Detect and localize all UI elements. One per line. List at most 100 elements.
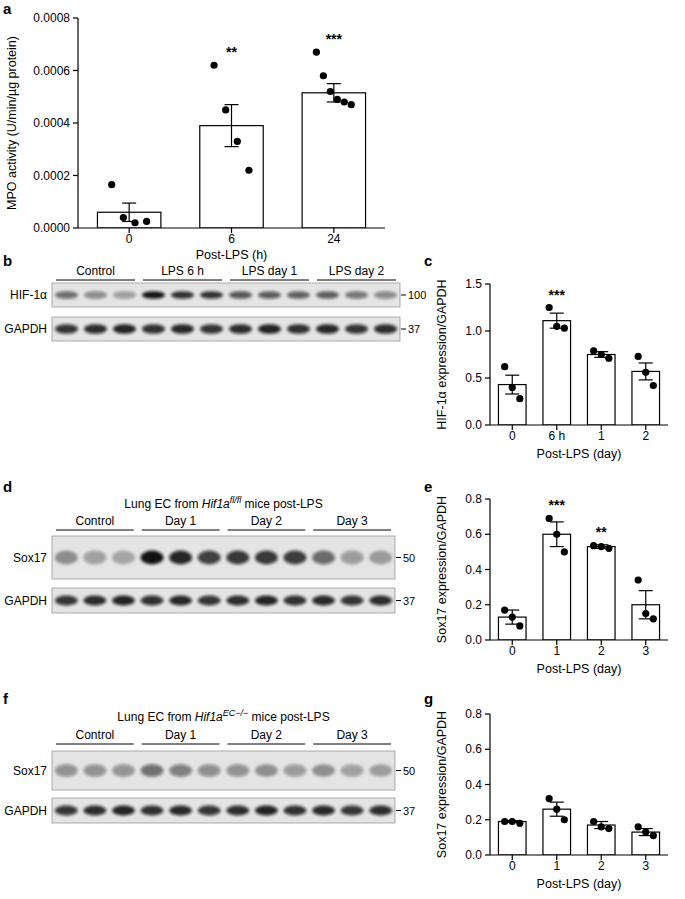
blot-band bbox=[198, 596, 221, 606]
y-tick-label: 1.0 bbox=[465, 324, 482, 338]
blot-band bbox=[284, 806, 307, 816]
error-bar bbox=[505, 610, 519, 624]
lane-group-label: Control bbox=[76, 728, 115, 742]
plot-area bbox=[498, 515, 659, 640]
data-point bbox=[222, 106, 229, 113]
blot-band bbox=[141, 551, 164, 565]
blot-band bbox=[369, 806, 392, 816]
data-point bbox=[635, 576, 642, 583]
bar bbox=[543, 321, 571, 425]
error-bar bbox=[639, 829, 653, 836]
blot-band bbox=[255, 596, 278, 606]
blot-band bbox=[287, 291, 310, 299]
x-tick-label: 3 bbox=[642, 644, 649, 658]
data-point bbox=[561, 816, 568, 823]
x-tick-label: 6 bbox=[228, 232, 235, 246]
significance: ** bbox=[596, 524, 607, 540]
blot-band bbox=[229, 324, 252, 334]
error-bar bbox=[550, 313, 564, 328]
blot-band bbox=[198, 551, 221, 565]
blot-band bbox=[141, 764, 164, 776]
data-point bbox=[561, 548, 568, 555]
y-tick bbox=[485, 639, 490, 640]
y-tick bbox=[73, 122, 78, 123]
data-point bbox=[509, 818, 516, 825]
x-tick-label: 2 bbox=[642, 429, 649, 443]
error-bar bbox=[594, 545, 608, 549]
x-tick-label: 1 bbox=[553, 644, 560, 658]
y-tick bbox=[485, 330, 490, 331]
marker-dash bbox=[396, 770, 401, 771]
y-tick bbox=[73, 175, 78, 176]
x-axis-label: Post-LPS (day) bbox=[537, 662, 622, 676]
lane-group-line bbox=[142, 530, 220, 531]
y-tick bbox=[485, 569, 490, 570]
blot-membrane bbox=[52, 751, 395, 790]
marker-dash bbox=[401, 295, 406, 296]
bar bbox=[543, 534, 571, 640]
y-tick-label: 0.2 bbox=[465, 598, 482, 612]
blot-title-part: mice post-LPS bbox=[241, 497, 322, 511]
data-point bbox=[234, 138, 241, 145]
lane-group-line bbox=[143, 280, 222, 281]
error-bar bbox=[505, 375, 519, 394]
data-point bbox=[546, 304, 553, 311]
error-bar bbox=[550, 522, 564, 547]
mw-marker: 37 bbox=[403, 805, 415, 817]
blot-band bbox=[341, 764, 364, 776]
blot-membrane bbox=[52, 317, 400, 341]
lane-group-label: Control bbox=[76, 514, 115, 528]
blot-band bbox=[198, 764, 221, 776]
blot-membrane bbox=[52, 283, 400, 307]
lane-group-label: Control bbox=[76, 264, 115, 278]
y-tick-label: 0.8 bbox=[465, 492, 482, 506]
blot-row-label: GAPDH bbox=[4, 322, 47, 336]
x-axis-label: Post-LPS (day) bbox=[537, 447, 622, 461]
blot-band bbox=[255, 806, 278, 816]
blot-band bbox=[112, 551, 135, 565]
blot-row-label: GAPDH bbox=[4, 804, 47, 818]
blot-band bbox=[345, 324, 368, 334]
blot-band bbox=[55, 596, 78, 606]
panel-label: e bbox=[424, 478, 432, 495]
data-point bbox=[120, 214, 127, 221]
chart: 0.00000.00020.00040.00060.00080624Post-L… bbox=[5, 11, 385, 262]
blot-band bbox=[200, 324, 223, 334]
x-tick-label: 6 h bbox=[548, 429, 565, 443]
blot-band bbox=[316, 291, 339, 299]
data-point bbox=[501, 818, 508, 825]
lane-group-line bbox=[313, 530, 391, 531]
x-tick-label: 0 bbox=[509, 859, 516, 873]
bar bbox=[587, 547, 615, 640]
blot-title-part: Lung EC from bbox=[124, 497, 201, 511]
blot-band bbox=[55, 324, 78, 334]
mw-marker: 100 bbox=[408, 289, 426, 301]
y-tick-label: 0.0002 bbox=[33, 169, 70, 183]
y-tick bbox=[485, 854, 490, 855]
x-tick-label: 1 bbox=[598, 429, 605, 443]
x-axis bbox=[490, 639, 668, 640]
error-bar bbox=[594, 352, 608, 358]
y-tick bbox=[485, 749, 490, 750]
lane-group-label: Day 2 bbox=[251, 728, 283, 742]
western-blot: Lung EC from Hif1afl/fl mice post-LPSCon… bbox=[4, 495, 415, 613]
blot-row-label: GAPDH bbox=[4, 594, 47, 608]
y-tick bbox=[485, 498, 490, 499]
error-bar bbox=[327, 84, 341, 102]
panel-label: f bbox=[3, 690, 9, 707]
lane-group-label: Day 3 bbox=[336, 728, 368, 742]
panel-label: d bbox=[3, 478, 12, 495]
blot-band bbox=[284, 551, 307, 565]
data-point bbox=[590, 347, 597, 354]
blot-band bbox=[83, 806, 106, 816]
y-tick-label: 0.5 bbox=[465, 371, 482, 385]
y-tick-label: 0.0004 bbox=[33, 116, 70, 130]
blot-band bbox=[83, 596, 106, 606]
blot-band bbox=[316, 324, 339, 334]
y-tick bbox=[485, 424, 490, 425]
blot-band bbox=[84, 291, 107, 299]
plot-area bbox=[498, 795, 659, 855]
x-tick-label: 0 bbox=[126, 232, 133, 246]
blot-band bbox=[369, 596, 392, 606]
mw-marker: 37 bbox=[403, 595, 415, 607]
